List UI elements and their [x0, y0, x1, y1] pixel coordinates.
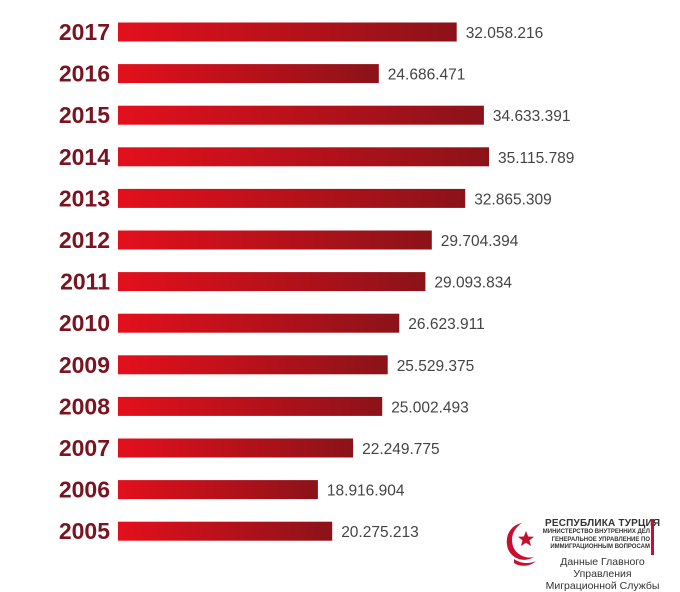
value-label-2005: 20.275.213 [341, 524, 419, 541]
bar-2011 [118, 272, 426, 292]
year-label-2009: 2009 [59, 352, 110, 378]
year-label-2006: 2006 [59, 477, 110, 503]
credit-ministry: МИНИСТЕРСТВО ВНУТРЕННИХ ДЕЛ ГЕНЕРАЛЬНОЕ … [542, 529, 650, 550]
value-label-2007: 22.249.775 [362, 441, 440, 458]
value-label-2010: 26.623.911 [408, 316, 484, 333]
value-label-2011: 29.093.834 [434, 275, 512, 292]
bar-2005 [118, 521, 333, 541]
year-label-2016: 2016 [59, 61, 110, 87]
value-label-2012: 29.704.394 [441, 233, 519, 250]
year-label-2008: 2008 [59, 393, 110, 419]
year-label-2005: 2005 [59, 518, 110, 544]
value-label-2014: 35.115.789 [498, 150, 574, 167]
credit-country: РЕСПУБЛИКА ТУРЦИЯ [545, 518, 661, 529]
value-label-2006: 18.916.904 [327, 483, 405, 500]
source-credit: РЕСПУБЛИКА ТУРЦИЯ МИНИСТЕРСТВО ВНУТРЕННИ… [500, 517, 675, 592]
bar-2007 [118, 438, 354, 458]
credit-accent-rule [651, 519, 654, 555]
year-label-2007: 2007 [59, 435, 110, 461]
year-label-2012: 2012 [59, 227, 110, 253]
value-label-2013: 32.865.309 [474, 191, 552, 208]
bar-2009 [118, 355, 388, 375]
year-label-2013: 2013 [59, 185, 110, 211]
value-label-2009: 25.529.375 [397, 358, 475, 375]
year-label-2014: 2014 [59, 144, 110, 170]
crescent-star-icon [506, 523, 536, 566]
bar-2006 [118, 480, 318, 500]
bar-2015 [118, 105, 484, 125]
bar-2016 [118, 64, 379, 84]
year-label-2011: 2011 [60, 269, 110, 295]
credit-source: Данные Главного Управления Миграционной … [545, 556, 660, 592]
bar-2014 [118, 147, 489, 167]
bar-2010 [118, 313, 400, 333]
bar-2017 [118, 22, 457, 42]
value-label-2017: 32.058.216 [466, 25, 544, 42]
year-label-2010: 2010 [59, 310, 110, 336]
bar-2008 [118, 396, 383, 416]
year-label-2017: 2017 [59, 19, 110, 45]
bar-2013 [118, 188, 466, 208]
year-label-2015: 2015 [59, 102, 110, 128]
value-label-2015: 34.633.391 [493, 108, 571, 125]
value-label-2008: 25.002.493 [391, 399, 469, 416]
bar-2012 [118, 230, 432, 250]
value-label-2016: 24.686.471 [388, 67, 466, 84]
